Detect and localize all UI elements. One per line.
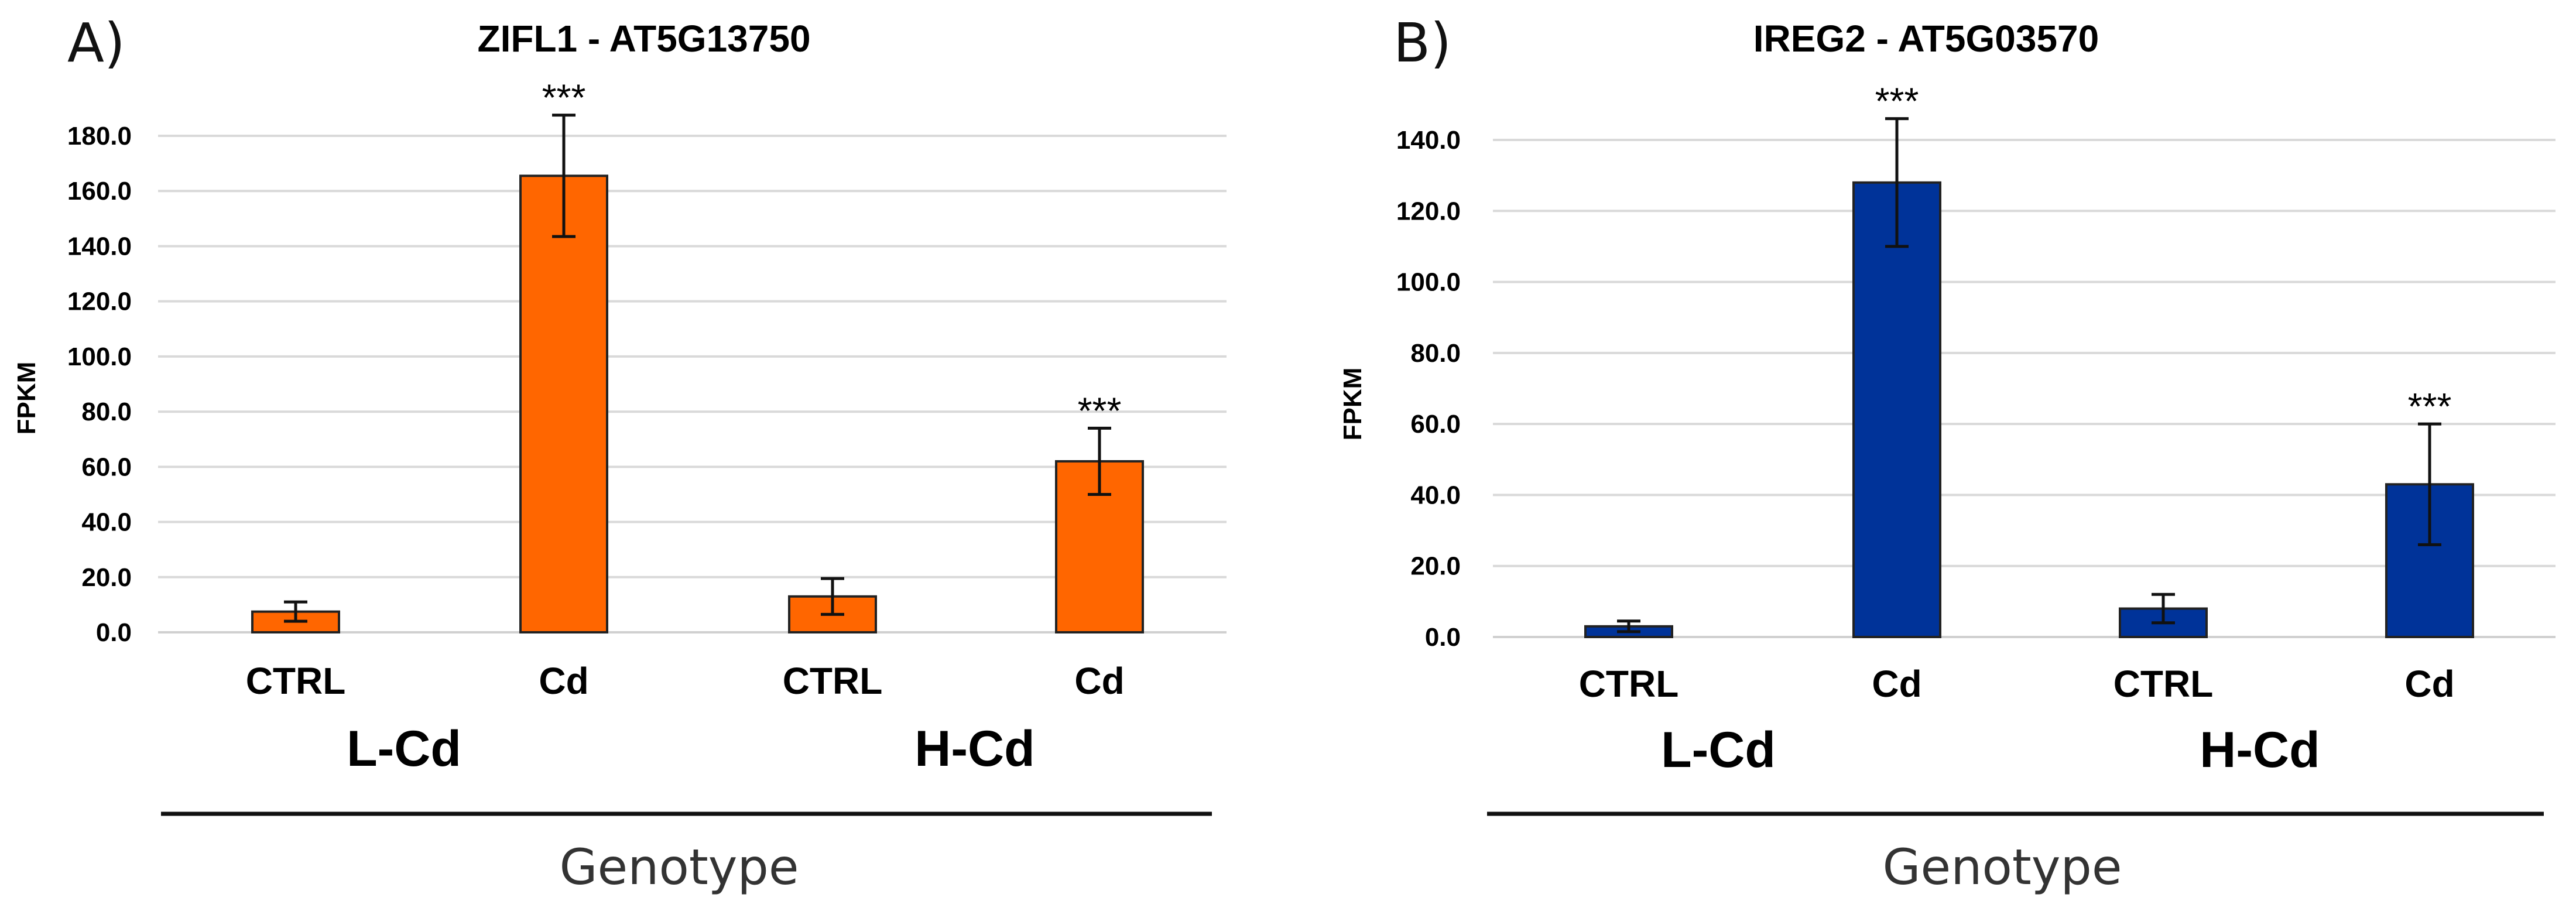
significance-marker: ***: [1078, 389, 1122, 431]
y-tick-label: 60.0: [81, 453, 132, 481]
x-tick-labels: CTRL Cd CTRL Cd: [246, 660, 1125, 702]
y-tick-label: 160.0: [67, 177, 132, 206]
error-bar: [821, 577, 844, 616]
significance-marker: ***: [2408, 385, 2452, 427]
bars: *** ***: [1584, 80, 2474, 639]
y-axis-label: FPKM: [12, 362, 41, 435]
y-tick-label: 100.0: [67, 343, 132, 371]
chart-panel-b: B) IREG2 - AT5G03570 FPKM 0.0 20.0 40.0 60.…: [1338, 12, 2556, 896]
gridlines: [1493, 139, 2556, 567]
y-tick-label: 120.0: [67, 287, 132, 316]
y-tick-label: 0.0: [96, 618, 132, 647]
chart-title: ZIFL1 - AT5G13750: [477, 18, 810, 60]
y-tick-label: 40.0: [81, 508, 132, 537]
panel-label: A): [67, 12, 125, 74]
x-tick-label: CTRL: [783, 660, 883, 702]
bars: *** ***: [251, 77, 1144, 634]
significance-marker: ***: [1875, 80, 1919, 122]
x-tick-label: Cd: [1074, 660, 1124, 702]
y-tick-labels: 0.0 20.0 40.0 60.0 80.0 100.0 120.0 140.0: [1396, 126, 1461, 652]
y-tick-label: 20.0: [81, 563, 132, 592]
x-axis-label: Genotype: [1882, 838, 2122, 896]
gridlines: [158, 135, 1227, 578]
y-tick-label: 0.0: [1425, 623, 1461, 652]
error-bar: [1088, 426, 1111, 496]
error-bar: [552, 114, 576, 238]
y-tick-label: 180.0: [67, 122, 132, 150]
x-axis-label: Genotype: [559, 838, 799, 896]
error-bar: [1617, 619, 1640, 633]
y-tick-label: 140.0: [67, 232, 132, 261]
y-axis-label: FPKM: [1338, 368, 1367, 441]
group-label-l-cd: L-Cd: [1661, 722, 1776, 778]
group-label-l-cd: L-Cd: [347, 721, 461, 777]
error-bar: [2152, 593, 2175, 625]
y-tick-labels: 0.0 20.0 40.0 60.0 80.0 100.0 120.0 140.0 160.0 1…: [67, 122, 132, 647]
x-tick-label: Cd: [539, 660, 588, 702]
panel-label: B): [1393, 12, 1451, 74]
x-tick-label: Cd: [2404, 663, 2454, 705]
y-tick-label: 120.0: [1396, 197, 1461, 225]
significance-marker: ***: [542, 77, 586, 119]
y-tick-label: 80.0: [1410, 339, 1461, 368]
y-tick-label: 100.0: [1396, 268, 1461, 297]
error-bar: [2418, 422, 2441, 546]
chart-panel-a: A) ZIFL1 - AT5G13750 FPKM 0.0 20.0 40.0 60.…: [12, 12, 1227, 896]
x-tick-label: CTRL: [1579, 663, 1679, 705]
bar: [519, 174, 608, 633]
x-tick-label: Cd: [1872, 663, 1921, 705]
y-tick-label: 60.0: [1410, 410, 1461, 439]
chart-title: IREG2 - AT5G03570: [1753, 18, 2099, 60]
bar: [1852, 181, 1941, 638]
y-tick-label: 20.0: [1410, 552, 1461, 581]
y-tick-label: 80.0: [81, 398, 132, 426]
x-tick-labels: CTRL Cd CTRL Cd: [1579, 663, 2455, 705]
x-tick-label: CTRL: [246, 660, 346, 702]
y-tick-label: 40.0: [1410, 481, 1461, 509]
error-bar: [1885, 117, 1909, 248]
group-label-h-cd: H-Cd: [914, 721, 1034, 777]
error-bar: [284, 600, 307, 623]
group-label-h-cd: H-Cd: [2200, 722, 2320, 778]
x-tick-label: CTRL: [2113, 663, 2214, 705]
y-tick-label: 140.0: [1396, 126, 1461, 155]
